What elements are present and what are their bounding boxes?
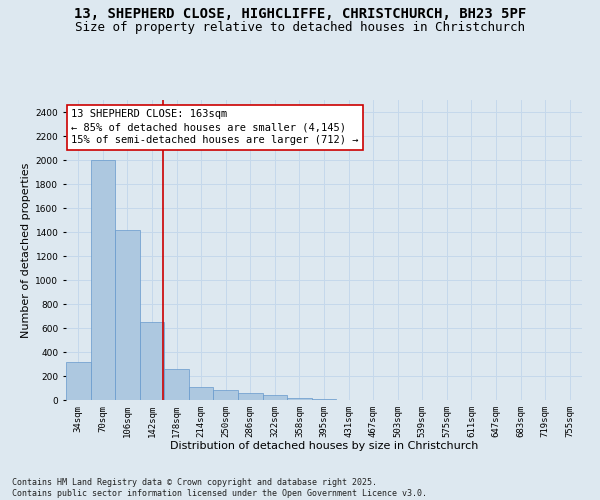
Text: 13 SHEPHERD CLOSE: 163sqm
← 85% of detached houses are smaller (4,145)
15% of se: 13 SHEPHERD CLOSE: 163sqm ← 85% of detac… — [71, 109, 359, 146]
Y-axis label: Number of detached properties: Number of detached properties — [21, 162, 31, 338]
Bar — [164, 369, 189, 400]
Bar — [238, 393, 263, 400]
Bar — [287, 398, 312, 400]
Text: 13, SHEPHERD CLOSE, HIGHCLIFFE, CHRISTCHURCH, BH23 5PF: 13, SHEPHERD CLOSE, HIGHCLIFFE, CHRISTCH… — [74, 8, 526, 22]
Bar — [312, 399, 336, 400]
Text: Contains HM Land Registry data © Crown copyright and database right 2025.
Contai: Contains HM Land Registry data © Crown c… — [12, 478, 427, 498]
Bar — [189, 387, 214, 400]
Bar — [263, 395, 287, 400]
Bar — [140, 322, 164, 400]
X-axis label: Distribution of detached houses by size in Christchurch: Distribution of detached houses by size … — [170, 442, 478, 452]
Bar — [214, 390, 238, 400]
Text: Size of property relative to detached houses in Christchurch: Size of property relative to detached ho… — [75, 21, 525, 34]
Bar — [115, 230, 140, 400]
Bar — [66, 362, 91, 400]
Bar — [91, 160, 115, 400]
